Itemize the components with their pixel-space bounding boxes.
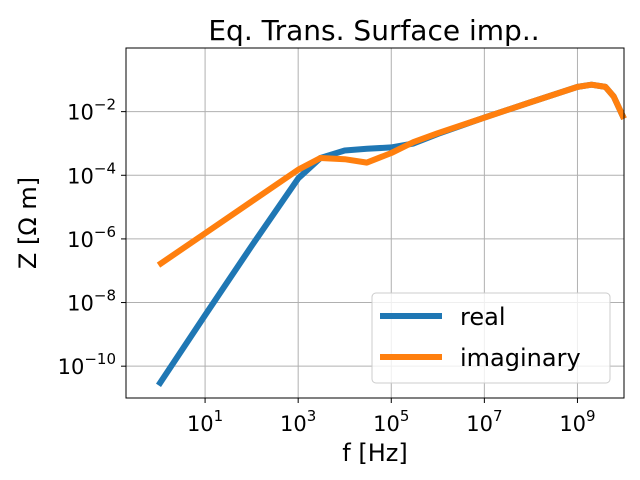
x-tick-label: 107 — [466, 407, 502, 436]
x-tick-label: 109 — [559, 407, 595, 436]
y-axis-ticks: 10−2 10−4 10−6 10−8 10−10 — [58, 96, 126, 379]
x-tick-label: 103 — [280, 407, 316, 436]
chart-title: Eq. Trans. Surface imp.. — [208, 14, 539, 47]
legend-label-real: real — [460, 303, 505, 331]
legend-label-imaginary: imaginary — [460, 344, 581, 372]
series-line-imaginary — [156, 81, 627, 268]
y-tick-label: 10−8 — [67, 287, 116, 316]
series-lines — [156, 81, 627, 387]
y-tick-label: 10−10 — [58, 350, 116, 379]
y-tick-label: 10−6 — [67, 223, 116, 252]
x-axis-ticks: 101 103 105 107 109 — [187, 398, 596, 436]
plot-frame — [125, 47, 625, 399]
y-tick-label: 10−2 — [67, 96, 116, 125]
x-tick-label: 101 — [187, 407, 223, 436]
x-axis-label: f [Hz] — [342, 439, 407, 467]
x-tick-label: 105 — [373, 407, 409, 436]
y-axis-label: Z [Ω m] — [14, 177, 42, 269]
y-tick-label: 10−4 — [67, 159, 116, 188]
legend: real imaginary — [371, 292, 611, 384]
